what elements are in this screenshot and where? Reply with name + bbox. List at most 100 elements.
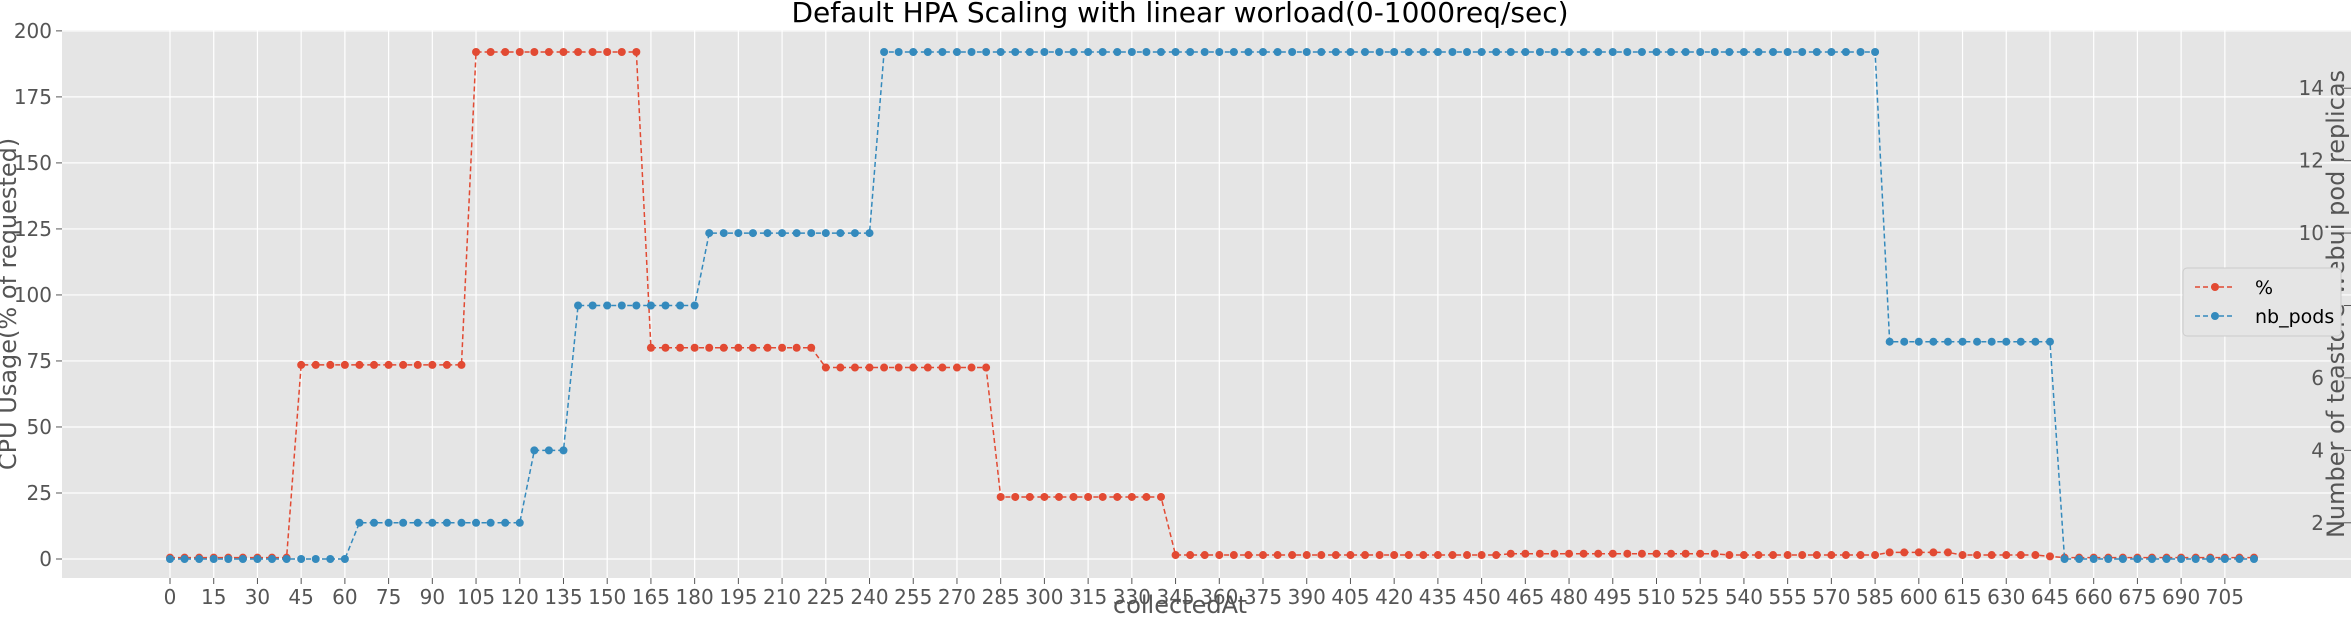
data-point <box>559 446 568 455</box>
data-point <box>326 555 335 563</box>
legend-entry-percent: % <box>2195 277 2273 299</box>
data-point <box>1798 48 1807 56</box>
data-point <box>1098 492 1107 501</box>
data-point <box>1914 548 1923 557</box>
data-point <box>1229 48 1238 56</box>
data-point <box>1608 48 1617 56</box>
data-point <box>1025 492 1034 501</box>
data-point <box>996 492 1005 501</box>
data-point <box>748 343 757 352</box>
data-point <box>2220 555 2229 563</box>
data-point <box>646 301 655 310</box>
data-point <box>355 518 364 527</box>
data-point <box>719 229 728 238</box>
data-point <box>413 518 422 527</box>
legend-label-percent: % <box>2255 277 2273 299</box>
data-point <box>865 363 874 372</box>
data-point <box>1579 48 1588 56</box>
x-tick-label: 585 <box>1856 585 1894 609</box>
data-point <box>690 343 699 352</box>
data-point <box>486 48 495 56</box>
data-point <box>1623 48 1632 56</box>
data-point <box>1390 551 1399 560</box>
data-point <box>1900 548 1909 557</box>
x-tick-label: 255 <box>894 585 932 609</box>
data-point <box>632 301 641 310</box>
data-point <box>1769 48 1778 56</box>
x-tick-label: 705 <box>2206 585 2244 609</box>
data-point <box>1156 492 1165 501</box>
data-point <box>1375 551 1384 560</box>
data-point <box>501 518 510 527</box>
data-point <box>1419 48 1428 56</box>
data-point <box>2016 551 2025 560</box>
data-point <box>1127 492 1136 501</box>
data-point <box>1098 48 1107 56</box>
data-point <box>880 48 889 56</box>
data-point <box>1856 48 1865 56</box>
data-point <box>1069 48 1078 56</box>
data-point <box>1244 551 1253 560</box>
data-point <box>748 229 757 238</box>
data-point <box>1506 48 1515 56</box>
y2-tick-label: 2 <box>2311 511 2324 535</box>
data-point <box>370 518 379 527</box>
data-point <box>2045 552 2054 561</box>
data-point <box>1871 551 1880 560</box>
x-tick-label: 615 <box>1943 585 1981 609</box>
data-point <box>399 518 408 527</box>
y2-tick-label: 6 <box>2311 366 2324 390</box>
legend-marker-nb-pods <box>2211 312 2219 320</box>
data-point <box>661 301 670 310</box>
data-point <box>1302 551 1311 560</box>
data-point <box>1477 551 1486 560</box>
data-point <box>1448 48 1457 56</box>
data-point <box>1346 551 1355 560</box>
legend-label-nb-pods: nb_pods <box>2255 306 2334 328</box>
x-tick-label: 525 <box>1681 585 1719 609</box>
x-tick-label: 540 <box>1725 585 1763 609</box>
data-point <box>1958 337 1967 346</box>
data-point <box>982 363 991 372</box>
y-tick-label: 125 <box>14 217 52 241</box>
data-point <box>1259 48 1268 56</box>
x-tick-label: 390 <box>1288 585 1326 609</box>
data-point <box>2031 551 2040 560</box>
y2-tick-label: 10 <box>2299 221 2324 245</box>
data-point <box>297 360 306 369</box>
data-point <box>1681 549 1690 558</box>
data-point <box>2060 555 2069 563</box>
data-point <box>734 343 743 352</box>
data-point <box>1885 337 1894 346</box>
data-point <box>428 360 437 369</box>
data-point <box>588 48 597 56</box>
data-point <box>1754 551 1763 560</box>
data-point <box>515 48 524 56</box>
x-tick-label: 0 <box>164 585 177 609</box>
data-point <box>1841 551 1850 560</box>
data-point <box>617 301 626 310</box>
data-point <box>807 229 816 238</box>
data-point <box>1506 549 1515 558</box>
data-point <box>836 229 845 238</box>
data-point <box>574 301 583 310</box>
y-tick-label: 100 <box>14 283 52 307</box>
y-tick-label: 0 <box>39 547 52 571</box>
data-point <box>253 555 262 563</box>
data-point <box>617 48 626 56</box>
data-point <box>1769 551 1778 560</box>
series-layer <box>166 48 2258 563</box>
data-point <box>588 301 597 310</box>
data-point <box>544 48 553 56</box>
data-point <box>501 48 510 56</box>
x-tick-label: 450 <box>1463 585 1501 609</box>
data-point <box>1113 48 1122 56</box>
data-point <box>1696 549 1705 558</box>
data-point <box>2031 337 2040 346</box>
data-point <box>311 555 320 563</box>
x-tick-label: 675 <box>2118 585 2156 609</box>
data-point <box>1448 551 1457 560</box>
x-tick-label: 165 <box>632 585 670 609</box>
data-point <box>2133 555 2142 563</box>
data-point <box>938 48 947 56</box>
